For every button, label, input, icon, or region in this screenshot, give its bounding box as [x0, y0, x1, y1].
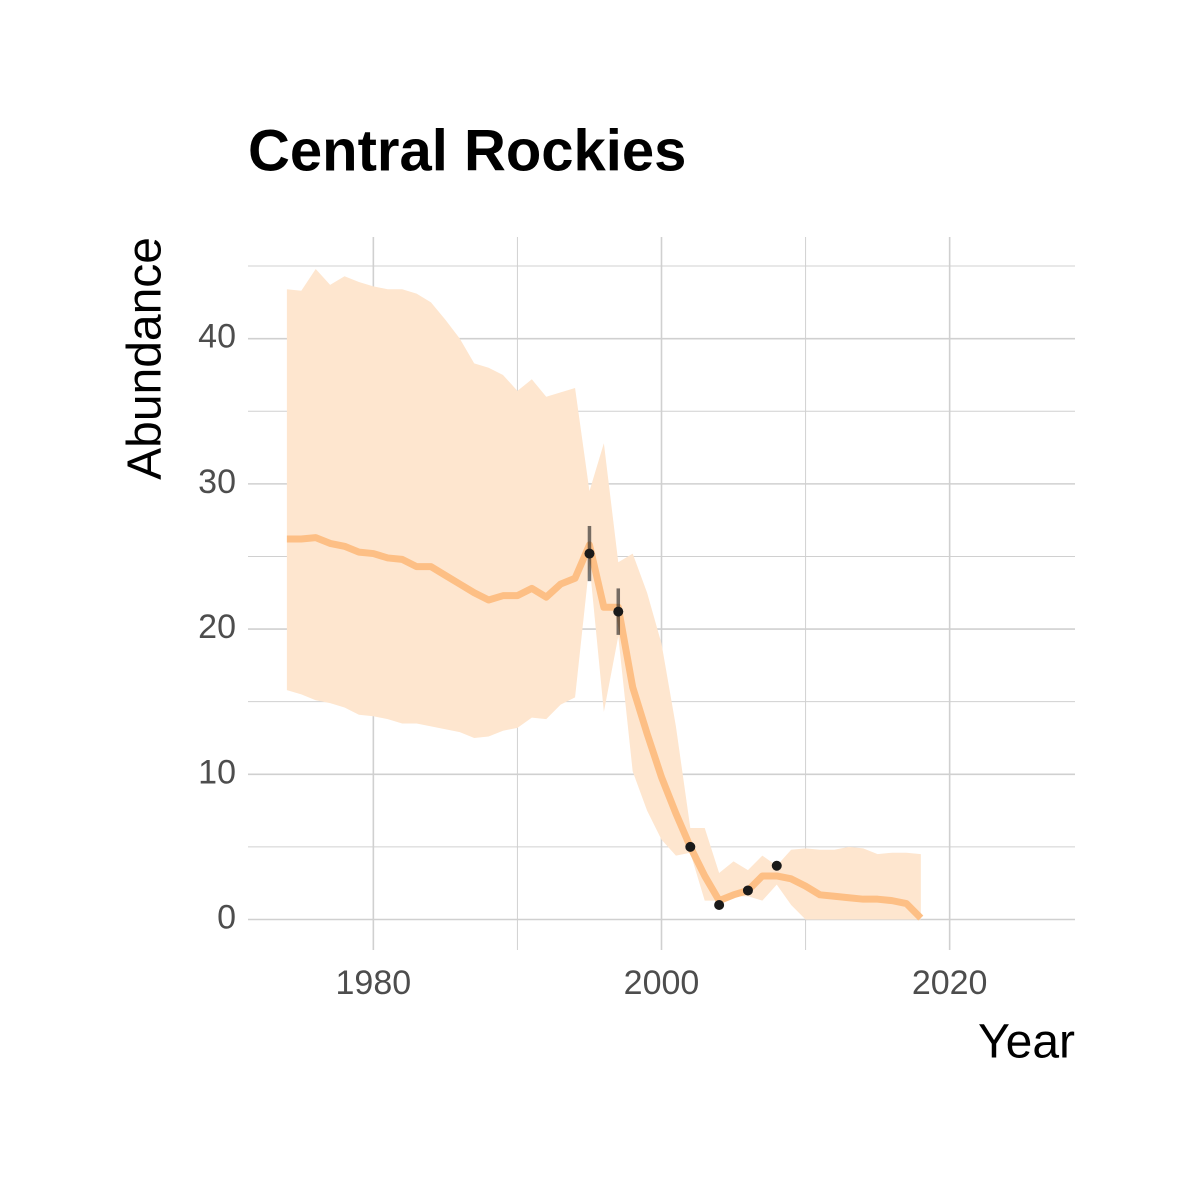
data-point [584, 548, 595, 559]
trend-line [286, 534, 924, 921]
y-tick-label: 0 [217, 898, 236, 936]
data-point [771, 860, 782, 871]
data-point [685, 841, 696, 852]
y-tick-label: 40 [198, 318, 236, 356]
chart-title: Central Rockies [248, 118, 686, 183]
y-axis-label: Abundance [119, 237, 172, 480]
y-tick-label: 10 [198, 753, 236, 791]
y-tick-label: 30 [198, 463, 236, 501]
x-axis-label: Year [978, 1016, 1075, 1069]
x-tick-label: 1980 [336, 964, 412, 1002]
data-point [714, 899, 725, 910]
x-tick-label: 2000 [624, 964, 700, 1002]
y-tick-label: 20 [198, 608, 236, 646]
data-point [613, 606, 624, 617]
data-point [742, 885, 753, 896]
x-tick-label: 2020 [912, 964, 988, 1002]
